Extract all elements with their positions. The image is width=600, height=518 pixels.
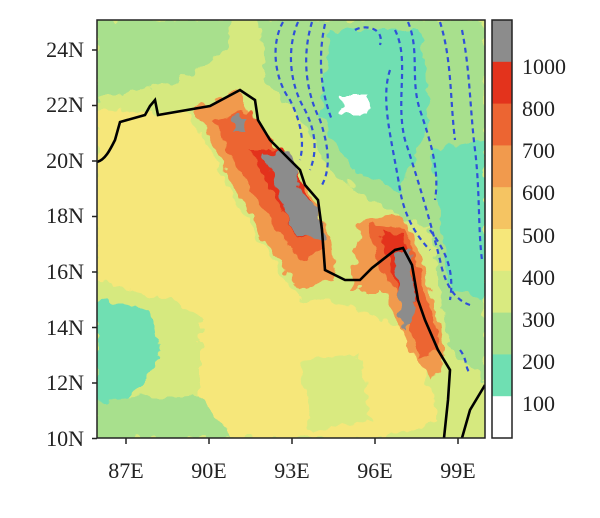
- y-tick-label: 24N: [46, 37, 84, 62]
- coastline: [97, 88, 452, 438]
- colorbar-label: 400: [522, 265, 555, 290]
- x-tick-label: 93E: [274, 458, 309, 483]
- colorbar-labels: 1000 800 700 600 500 400 300 200 100: [522, 54, 566, 416]
- colorbar-frame: [491, 19, 513, 439]
- precipitation-field: [97, 20, 485, 438]
- colorbar-label: 100: [522, 391, 555, 416]
- y-tick-label: 10N: [46, 426, 84, 451]
- x-axis-ticks: [125, 438, 459, 444]
- colorbar-bin: [492, 354, 512, 397]
- map-panel: [97, 20, 485, 438]
- elevation-contours: [274, 21, 484, 374]
- x-tick-label: 96E: [357, 458, 392, 483]
- colorbar-label: 800: [522, 96, 555, 121]
- colorbar-bin: [492, 20, 512, 63]
- colorbar-label: 600: [522, 180, 555, 205]
- x-tick-label: 99E: [440, 458, 475, 483]
- x-axis-labels: 87E 90E 93E 96E 99E: [108, 458, 475, 483]
- y-axis-labels: 24N 22N 20N 18N 16N 14N 12N 10N: [46, 37, 84, 451]
- colorbar-label: 1000: [522, 54, 566, 79]
- colorbar-bin: [492, 145, 512, 188]
- colorbar-bin: [492, 270, 512, 314]
- colorbar-bin: [492, 396, 512, 439]
- colorbar-label: 500: [522, 223, 555, 248]
- colorbar-label: 200: [522, 349, 555, 374]
- colorbar: 1000 800 700 600 500 400 300 200 100: [491, 19, 566, 439]
- y-tick-label: 20N: [46, 148, 84, 173]
- colorbar-bin: [492, 103, 512, 146]
- map-frame: [96, 19, 486, 439]
- colorbar-label: 700: [522, 138, 555, 163]
- y-tick-label: 12N: [46, 370, 84, 395]
- colorbar-bin: [492, 229, 512, 272]
- colorbar-bin: [492, 187, 512, 230]
- y-axis-ticks: [92, 49, 97, 440]
- y-tick-label: 18N: [46, 203, 84, 228]
- coastline-east: [460, 384, 485, 438]
- x-tick-label: 87E: [108, 458, 143, 483]
- y-tick-label: 22N: [46, 92, 84, 117]
- colorbar-label: 300: [522, 307, 555, 332]
- y-tick-label: 16N: [46, 259, 84, 284]
- colorbar-bins: [492, 20, 512, 439]
- x-tick-label: 90E: [191, 458, 226, 483]
- colorbar-bin: [492, 61, 512, 105]
- colorbar-bin: [492, 312, 512, 355]
- y-tick-label: 14N: [46, 315, 84, 340]
